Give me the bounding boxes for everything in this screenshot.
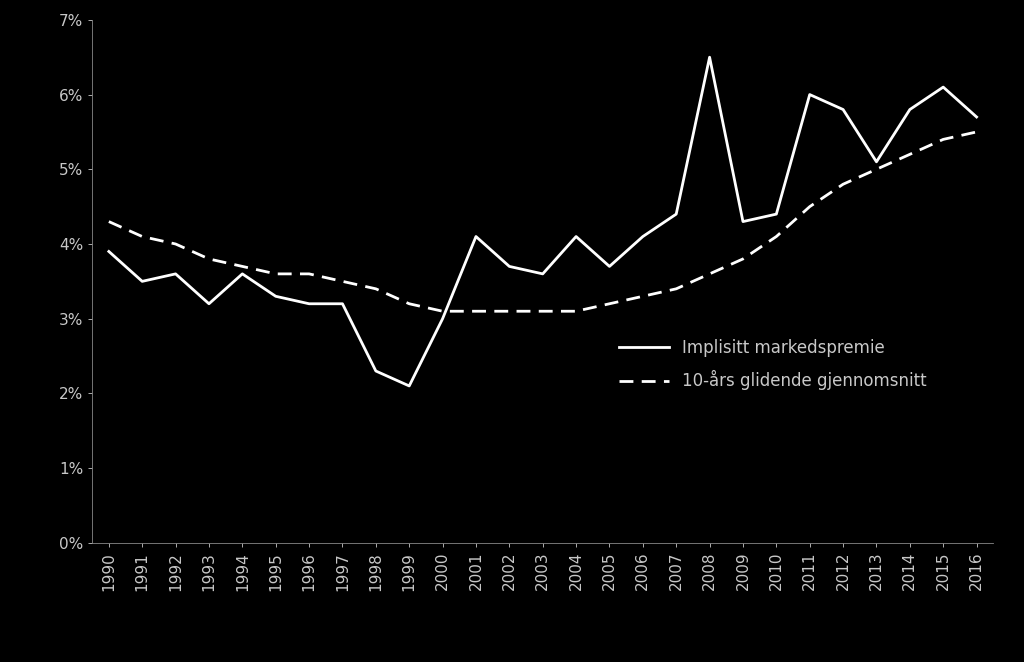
Implisitt markedspremie: [336, 300, 348, 308]
Implisitt markedspremie: [804, 91, 816, 99]
Implisitt markedspremie: [837, 105, 849, 113]
Implisitt markedspremie: [503, 262, 515, 270]
10-års glidende gjennomsnitt: [870, 166, 883, 173]
10-års glidende gjennomsnitt: [837, 180, 849, 188]
10-års glidende gjennomsnitt: [737, 255, 750, 263]
Implisitt markedspremie: [904, 105, 916, 113]
Implisitt markedspremie: [570, 232, 583, 240]
10-års glidende gjennomsnitt: [169, 240, 181, 248]
10-års glidende gjennomsnitt: [102, 218, 115, 226]
Implisitt markedspremie: [537, 270, 549, 278]
Implisitt markedspremie: [136, 277, 148, 285]
Implisitt markedspremie: [670, 210, 682, 218]
10-års glidende gjennomsnitt: [570, 307, 583, 315]
10-års glidende gjennomsnitt: [136, 232, 148, 240]
Implisitt markedspremie: [603, 262, 615, 270]
Legend: Implisitt markedspremie, 10-års glidende gjennomsnitt: Implisitt markedspremie, 10-års glidende…: [605, 326, 940, 404]
10-års glidende gjennomsnitt: [904, 150, 916, 158]
10-års glidende gjennomsnitt: [804, 203, 816, 211]
Line: Implisitt markedspremie: Implisitt markedspremie: [109, 57, 977, 386]
Implisitt markedspremie: [370, 367, 382, 375]
Line: 10-års glidende gjennomsnitt: 10-års glidende gjennomsnitt: [109, 132, 977, 311]
Implisitt markedspremie: [737, 218, 750, 226]
10-års glidende gjennomsnitt: [703, 270, 716, 278]
10-års glidende gjennomsnitt: [770, 232, 782, 240]
Implisitt markedspremie: [269, 293, 282, 301]
10-års glidende gjennomsnitt: [303, 270, 315, 278]
10-års glidende gjennomsnitt: [403, 300, 416, 308]
10-års glidende gjennomsnitt: [336, 277, 348, 285]
10-års glidende gjennomsnitt: [971, 128, 983, 136]
Implisitt markedspremie: [102, 248, 115, 256]
10-års glidende gjennomsnitt: [237, 262, 249, 270]
10-års glidende gjennomsnitt: [537, 307, 549, 315]
Implisitt markedspremie: [169, 270, 181, 278]
Implisitt markedspremie: [937, 83, 949, 91]
10-års glidende gjennomsnitt: [503, 307, 515, 315]
Implisitt markedspremie: [303, 300, 315, 308]
Implisitt markedspremie: [436, 314, 449, 322]
Implisitt markedspremie: [870, 158, 883, 166]
10-års glidende gjennomsnitt: [470, 307, 482, 315]
Implisitt markedspremie: [770, 210, 782, 218]
Implisitt markedspremie: [203, 300, 215, 308]
Implisitt markedspremie: [237, 270, 249, 278]
10-års glidende gjennomsnitt: [603, 300, 615, 308]
10-års glidende gjennomsnitt: [203, 255, 215, 263]
10-års glidende gjennomsnitt: [436, 307, 449, 315]
10-års glidende gjennomsnitt: [269, 270, 282, 278]
Implisitt markedspremie: [637, 232, 649, 240]
Implisitt markedspremie: [470, 232, 482, 240]
Implisitt markedspremie: [403, 382, 416, 390]
10-års glidende gjennomsnitt: [670, 285, 682, 293]
10-års glidende gjennomsnitt: [937, 136, 949, 144]
10-års glidende gjennomsnitt: [370, 285, 382, 293]
Implisitt markedspremie: [703, 53, 716, 61]
10-års glidende gjennomsnitt: [637, 293, 649, 301]
Implisitt markedspremie: [971, 113, 983, 121]
